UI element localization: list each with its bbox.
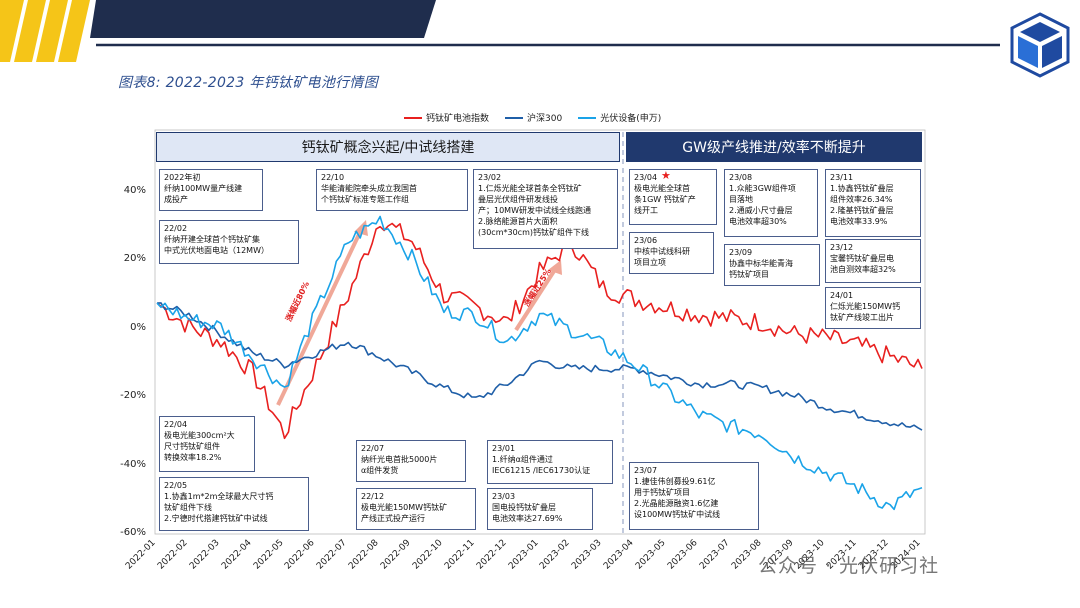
header-stripe-yellow-4 xyxy=(58,0,90,62)
series-layer xyxy=(156,215,923,511)
note-2311: 23/11 1.协鑫钙钛矿叠层 组件效率26.34% 2.隆基钙钛矿叠层 电池效… xyxy=(825,169,921,237)
series-line-2 xyxy=(156,215,923,511)
note-2304: 23/04 极电光能全球首 条1GW 钙钛矿产 线开工 ★ xyxy=(629,169,717,225)
watermark: 公众号 · 光伏研习社 xyxy=(758,555,940,577)
series-line-0 xyxy=(156,222,923,440)
banner-right: GW级产线推进/效率不断提升 xyxy=(626,132,922,162)
note-2204: 22/04 极电光能300cm²大 尺寸钙钛矿组件 转换效率18.2% xyxy=(159,416,255,472)
y-tick-label: -40% xyxy=(120,459,146,470)
header-navy-bar xyxy=(90,0,436,38)
legend: 钙钛矿电池指数 沪深300 光伏设备(申万) xyxy=(404,111,661,124)
legend-item-red: 钙钛矿电池指数 xyxy=(404,111,489,124)
note-2212: 22/12 极电光能150MW钙钛矿 产线正式投产运行 xyxy=(356,488,476,530)
note-2307: 23/07 1.捷佳伟创募投9.61亿 用于钙钛矿项目 2.光晶能源融资1.6亿… xyxy=(629,462,759,530)
y-tick-label: 20% xyxy=(123,253,146,264)
rise-arrow-2-head xyxy=(548,260,562,275)
rise-arrow-2 xyxy=(514,266,558,332)
note-2202: 22/02 纤纳开建全球首个钙钛矿集 中式光伏地面电站（12MW） xyxy=(159,220,299,264)
legend-swatch-lightblue xyxy=(578,116,597,119)
note-2308: 23/08 1.众能3GW组件项 目落地 2.通威小尺寸叠层 电池效率超30% xyxy=(724,169,818,237)
note-2312: 23/12 宝馨钙钛矿叠层电 池自测效率超32% xyxy=(825,239,921,283)
legend-label-red: 钙钛矿电池指数 xyxy=(426,114,490,124)
y-tick-label: 0% xyxy=(130,322,146,333)
note-2201: 2022年初 纤纳100MW量产线建 成投产 xyxy=(159,169,263,211)
note-2304-text: 23/04 极电光能全球首 条1GW 钙钛矿产 线开工 xyxy=(634,173,696,215)
note-2301: 23/01 1.纤纳α组件通过 IEC61215 /IEC61730认证 xyxy=(487,440,613,484)
y-tick-label: -20% xyxy=(120,390,146,401)
note-2205: 22/05 1.协鑫1m*2m全球最大尺寸钙 钛矿组件下线 2.宁德时代搭建钙钛… xyxy=(159,477,309,531)
note-2207: 22/07 纳纤光电首批5000片 α组件发货 xyxy=(356,440,466,482)
y-tick-label: 40% xyxy=(123,185,146,196)
banner-left: 钙钛矿概念兴起/中试线搭建 xyxy=(156,132,620,162)
legend-item-lightblue: 光伏设备(申万) xyxy=(578,111,661,124)
legend-swatch-navy xyxy=(505,116,524,119)
legend-label-navy: 沪深300 xyxy=(527,114,563,124)
header-stripe-yellow-3 xyxy=(36,0,68,62)
star-icon: ★ xyxy=(661,169,671,182)
note-2306: 23/06 中核中试线科研 项目立项 xyxy=(629,232,714,274)
note-2309: 23/09 协鑫中标华能青海 钙钛矿项目 xyxy=(724,244,820,286)
plot-frame xyxy=(154,129,926,535)
cube-logo-icon xyxy=(1010,12,1070,78)
legend-label-lightblue: 光伏设备(申万) xyxy=(600,114,662,124)
header-stripe-yellow-1 xyxy=(0,0,24,62)
series-line-1 xyxy=(156,302,923,431)
legend-item-navy: 沪深300 xyxy=(505,111,562,124)
note-2210: 22/10 华能清能院牵头成立我国首 个钙钛矿标准专题工作组 xyxy=(316,169,468,211)
legend-swatch-red xyxy=(404,116,422,119)
note-2302: 23/02 1.仁烁光能全球首条全钙钛矿 叠层光伏组件研发线投 产；10MW研发… xyxy=(473,169,618,249)
rise-arrow-1 xyxy=(276,227,364,406)
note-2401: 24/01 仁烁光能150MW钙 钛矿产线竣工出片 xyxy=(825,287,921,329)
figure-title: 图表8: 2022-2023 年钙钛矿电池行情图 xyxy=(118,75,379,91)
header-stripe-yellow-2 xyxy=(14,0,46,62)
y-tick-label: -60% xyxy=(120,527,146,538)
note-2303: 23/03 国电投钙钛矿叠层 电池效率达27.69% xyxy=(487,488,593,530)
